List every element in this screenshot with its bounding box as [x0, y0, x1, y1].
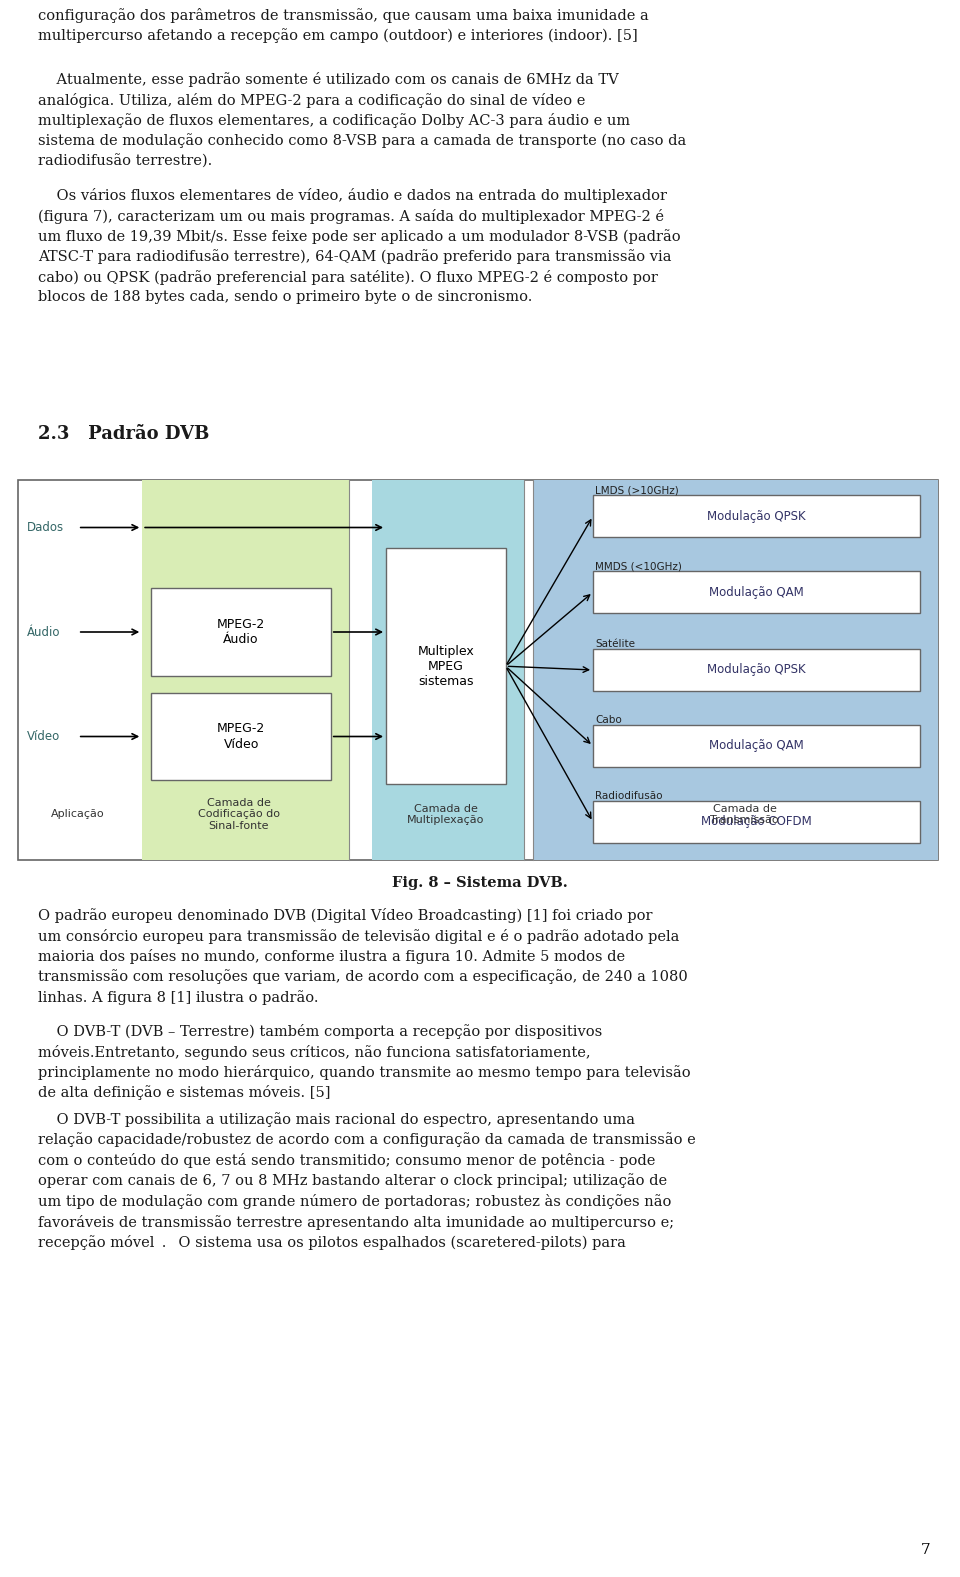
Bar — [593, 801, 920, 842]
Bar — [18, 479, 938, 859]
Text: Camada de
Multiplexação: Camada de Multiplexação — [407, 804, 485, 825]
Text: móveis.Entretanto, segundo seus críticos, não funciona satisfatoriamente,: móveis.Entretanto, segundo seus críticos… — [38, 1044, 590, 1060]
Text: favoráveis de transmissão terrestre apresentando alta imunidade ao multipercurso: favoráveis de transmissão terrestre apre… — [38, 1214, 674, 1230]
Text: radiodifusão terrestre).: radiodifusão terrestre). — [38, 155, 212, 169]
Text: Fig. 8 – Sistema DVB.: Fig. 8 – Sistema DVB. — [392, 875, 568, 889]
Text: multiplexação de fluxos elementares, a codificação Dolby AC-3 para áudio e um: multiplexação de fluxos elementares, a c… — [38, 114, 630, 128]
Text: um tipo de modulação com grande número de portadoras; robustez às condições não: um tipo de modulação com grande número d… — [38, 1194, 671, 1210]
Bar — [142, 479, 349, 859]
Text: ATSC-T para radiodifusão terrestre), 64-QAM (padrão preferido para transmissão v: ATSC-T para radiodifusão terrestre), 64-… — [38, 249, 671, 265]
Text: 2.3   Padrão DVB: 2.3 Padrão DVB — [38, 424, 209, 443]
Text: Modulação QPSK: Modulação QPSK — [707, 509, 805, 522]
Text: (figura 7), caracterizam um ou mais programas. A saída do multiplexador MPEG-2 é: (figura 7), caracterizam um ou mais prog… — [38, 208, 664, 224]
Text: Multiplex
MPEG
sistemas: Multiplex MPEG sistemas — [418, 645, 474, 688]
Text: recepção móvel .  O sistema usa os pilotos espalhados (scaretered-pilots) para: recepção móvel . O sistema usa os piloto… — [38, 1235, 626, 1251]
Bar — [152, 588, 331, 675]
Text: um consórcio europeu para transmissão de televisão digital e é o padrão adotado : um consórcio europeu para transmissão de… — [38, 929, 680, 943]
Text: MPEG-2
Áudio: MPEG-2 Áudio — [217, 618, 265, 647]
Bar — [533, 479, 938, 859]
Bar — [386, 549, 506, 784]
Text: Vídeo: Vídeo — [27, 730, 60, 743]
Text: Dados: Dados — [27, 520, 64, 535]
Text: Modulação QPSK: Modulação QPSK — [707, 664, 805, 677]
Text: Radiodifusão: Radiodifusão — [595, 792, 662, 801]
Text: Satélite: Satélite — [595, 639, 635, 650]
Text: Camada de
Codificação do
Sinal-fonte: Camada de Codificação do Sinal-fonte — [198, 798, 279, 831]
Text: blocos de 188 bytes cada, sendo o primeiro byte o de sincronismo.: blocos de 188 bytes cada, sendo o primei… — [38, 290, 533, 304]
Text: Modulação QAM: Modulação QAM — [708, 585, 804, 599]
Text: principlamente no modo hierárquico, quando transmite ao mesmo tempo para televis: principlamente no modo hierárquico, quan… — [38, 1064, 690, 1080]
Text: Áudio: Áudio — [27, 626, 60, 639]
Text: analógica. Utiliza, além do MPEG-2 para a codificação do sinal de vídeo e: analógica. Utiliza, além do MPEG-2 para … — [38, 93, 586, 107]
Text: MPEG-2
Vídeo: MPEG-2 Vídeo — [217, 722, 265, 751]
Text: MMDS (<10GHz): MMDS (<10GHz) — [595, 561, 682, 571]
Text: linhas. A figura 8 [1] ilustra o padrão.: linhas. A figura 8 [1] ilustra o padrão. — [38, 990, 319, 1005]
Text: sistema de modulação conhecido como 8-VSB para a camada de transporte (no caso d: sistema de modulação conhecido como 8-VS… — [38, 134, 686, 148]
Text: de alta definição e sistemas móveis. [5]: de alta definição e sistemas móveis. [5] — [38, 1085, 330, 1101]
Text: relação capacidade/robustez de acordo com a configuração da camada de transmissã: relação capacidade/robustez de acordo co… — [38, 1132, 696, 1148]
Text: O DVB-T possibilita a utilização mais racional do espectro, apresentando uma: O DVB-T possibilita a utilização mais ra… — [38, 1112, 635, 1128]
Bar — [372, 479, 524, 859]
Text: com o conteúdo do que está sendo transmitido; consumo menor de potência - pode: com o conteúdo do que está sendo transmi… — [38, 1153, 656, 1169]
Text: Modulação COFDM: Modulação COFDM — [701, 815, 811, 828]
Bar — [593, 571, 920, 613]
Text: Camada de
Transmissão: Camada de Transmissão — [710, 804, 780, 825]
Text: transmissão com resoluções que variam, de acordo com a especificação, de 240 a 1: transmissão com resoluções que variam, d… — [38, 970, 687, 984]
Text: Atualmente, esse padrão somente é utilizado com os canais de 6MHz da TV: Atualmente, esse padrão somente é utiliz… — [38, 73, 619, 87]
Text: O padrão europeu denominado DVB (Digital Vídeo Broadcasting) [1] foi criado por: O padrão europeu denominado DVB (Digital… — [38, 908, 653, 923]
Text: O DVB-T (DVB – Terrestre) também comporta a recepção por dispositivos: O DVB-T (DVB – Terrestre) também comport… — [38, 1023, 602, 1039]
Bar — [593, 725, 920, 766]
Text: Cabo: Cabo — [595, 714, 622, 725]
Text: LMDS (>10GHz): LMDS (>10GHz) — [595, 486, 679, 495]
Bar — [593, 650, 920, 691]
Text: Modulação QAM: Modulação QAM — [708, 740, 804, 752]
Text: Os vários fluxos elementares de vídeo, áudio e dados na entrada do multiplexador: Os vários fluxos elementares de vídeo, á… — [38, 188, 667, 203]
Text: 7: 7 — [921, 1542, 930, 1556]
Text: operar com canais de 6, 7 ou 8 MHz bastando alterar o clock principal; utilizaçã: operar com canais de 6, 7 ou 8 MHz basta… — [38, 1173, 667, 1189]
Bar — [593, 495, 920, 538]
Text: configuração dos parâmetros de transmissão, que causam uma baixa imunidade a: configuração dos parâmetros de transmiss… — [38, 8, 649, 24]
Text: cabo) ou QPSK (padrão preferencial para satélite). O fluxo MPEG-2 é composto por: cabo) ou QPSK (padrão preferencial para … — [38, 270, 658, 285]
Text: Aplicação: Aplicação — [51, 809, 105, 820]
Bar — [152, 692, 331, 781]
Text: multipercurso afetando a recepção em campo (outdoor) e interiores (indoor). [5]: multipercurso afetando a recepção em cam… — [38, 28, 637, 44]
Text: um fluxo de 19,39 Mbit/s. Esse feixe pode ser aplicado a um modulador 8-VSB (pad: um fluxo de 19,39 Mbit/s. Esse feixe pod… — [38, 229, 681, 244]
Text: maioria dos países no mundo, conforme ilustra a figura 10. Admite 5 modos de: maioria dos países no mundo, conforme il… — [38, 949, 625, 964]
